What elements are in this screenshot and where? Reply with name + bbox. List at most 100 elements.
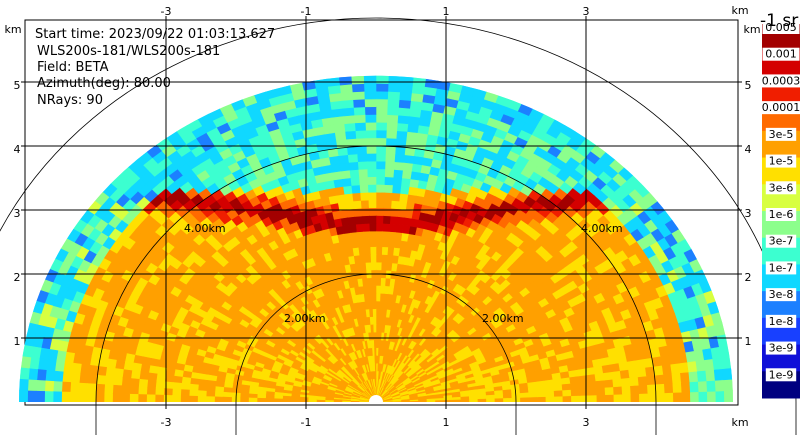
scan-cell (379, 292, 385, 302)
scan-cell (147, 372, 158, 382)
scan-cell (340, 169, 351, 180)
scan-cell (353, 106, 366, 116)
y-unit-right-label: km (743, 23, 760, 36)
scan-cell (678, 361, 690, 374)
x-tick-top-label: 3 (583, 5, 590, 18)
ring-label-4km-right: 4.00km (581, 222, 623, 235)
scan-cell (53, 370, 64, 383)
scan-cell (123, 361, 134, 371)
scan-cell (171, 388, 182, 397)
scan-cell (386, 246, 395, 256)
scan-cell (343, 122, 356, 132)
scan-cell (95, 392, 105, 402)
scan-cell (131, 362, 142, 373)
scan-cell (363, 238, 371, 248)
scan-cell (172, 375, 183, 384)
scan-cell (369, 246, 377, 255)
scan-cell (129, 393, 139, 402)
scan-cell (561, 382, 572, 391)
scan-cell (697, 380, 708, 393)
scan-cell (369, 230, 377, 240)
scan-cell (397, 107, 411, 117)
scan-cell (333, 123, 346, 133)
scan-cell (386, 106, 399, 116)
scan-cell (680, 381, 691, 393)
scan-cell (344, 130, 357, 140)
scan-cell (331, 115, 345, 126)
scan-cell (723, 390, 733, 402)
scan-cell (78, 382, 89, 394)
scan-cell (307, 399, 317, 402)
x-tick-top-label: -1 (301, 5, 312, 18)
scan-cell (188, 389, 199, 397)
scan-cell (163, 381, 174, 390)
scan-cell (370, 254, 377, 263)
scan-cell (387, 75, 402, 85)
scan-cell (375, 160, 386, 170)
scan-cell (180, 389, 190, 397)
scan-cell (612, 378, 623, 388)
scan-cell (537, 396, 547, 402)
scan-cell (594, 372, 605, 382)
scan-cell (355, 223, 364, 233)
scan-cell (354, 129, 367, 139)
scan-cell (375, 222, 384, 232)
scan-cell (365, 129, 377, 139)
scan-cell (384, 168, 395, 178)
scan-cell (611, 370, 622, 380)
y-tick-right-label: 1 (745, 335, 752, 348)
scan-cell (385, 129, 398, 139)
scan-cell (382, 215, 391, 225)
scan-cell (256, 397, 266, 402)
y-tick-right-label: 4 (745, 143, 752, 156)
scan-cell (687, 360, 698, 373)
scan-cell (388, 223, 397, 233)
scan-cell (706, 390, 717, 402)
scan-cell (385, 262, 393, 271)
x-tick-bottom-label: 1 (443, 416, 450, 429)
scan-cell (339, 83, 353, 94)
scan-cell (393, 161, 404, 171)
scan-cell (248, 397, 258, 402)
scan-cell (370, 277, 377, 286)
scan-cell (154, 394, 164, 402)
scan-cell (381, 254, 388, 263)
y-tick-left-label: 1 (14, 335, 21, 348)
scan-cell (146, 394, 156, 402)
scan-cell (52, 381, 63, 393)
scan-cell (333, 400, 343, 402)
scan-data (19, 75, 733, 402)
scan-cell (375, 207, 384, 216)
scan-cell (69, 382, 80, 393)
colorbar-label: 1e-8 (769, 315, 794, 328)
scan-cell (486, 397, 496, 402)
scan-cell (381, 230, 390, 240)
scan-cell (387, 238, 395, 248)
scan-cell (35, 379, 46, 392)
scan-cell (375, 114, 388, 123)
x-tick-bottom-label: -3 (161, 416, 172, 429)
scan-cell (588, 394, 598, 402)
scan-cell (273, 398, 283, 402)
scan-cell (197, 384, 208, 392)
scan-cell (579, 394, 589, 402)
scan-cell (384, 153, 396, 162)
scan-cell (562, 389, 572, 397)
scan-cell (348, 161, 359, 171)
colorbar-label: 3e-7 (769, 235, 794, 248)
scan-cell (155, 380, 165, 389)
scan-cell (375, 184, 385, 193)
scan-cell (404, 138, 417, 149)
y-tick-left-label: 5 (14, 79, 21, 92)
scan-cell (365, 121, 377, 131)
scan-cell (197, 390, 207, 397)
scan-cell (360, 207, 370, 217)
scan-cell (382, 207, 392, 217)
scan-cell (367, 199, 377, 209)
scan-cell (130, 370, 141, 380)
colorbar-label: 1e-6 (769, 208, 794, 221)
scan-cell (54, 360, 65, 373)
scan-cell (381, 246, 389, 256)
scan-cell (375, 168, 386, 178)
scan-cell (579, 388, 589, 396)
